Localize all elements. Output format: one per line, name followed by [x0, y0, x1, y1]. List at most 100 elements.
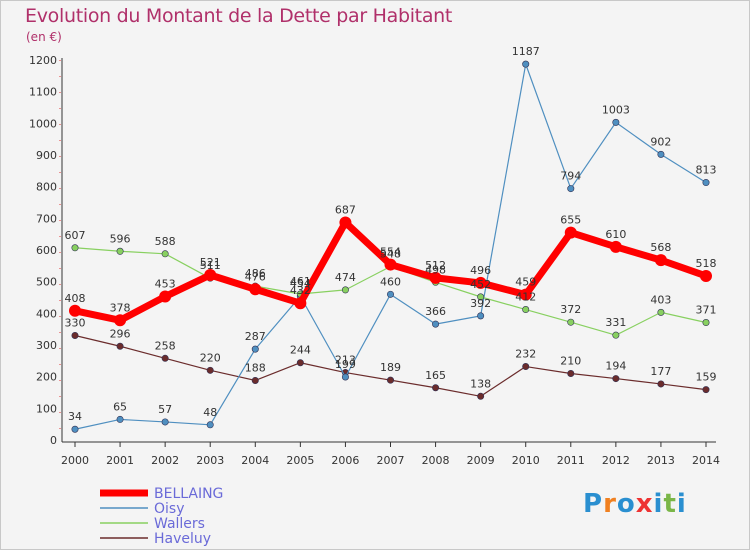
x-tick-label: 2007: [377, 454, 405, 467]
data-point-haveluy: [386, 376, 394, 384]
data-label-wallers: 372: [560, 303, 581, 316]
brand-letter: t: [663, 489, 677, 519]
x-tick-label: 2006: [331, 454, 359, 467]
data-point-oisy: [432, 320, 440, 328]
series-layer: [69, 60, 712, 433]
data-point-bellaing: [654, 254, 667, 267]
x-tick-label: 2002: [151, 454, 179, 467]
data-label-wallers: 412: [515, 291, 536, 304]
data-label-wallers: 331: [605, 316, 626, 329]
data-point-oisy: [702, 179, 710, 187]
x-tick-label: 2003: [196, 454, 224, 467]
data-label-oisy: 199: [335, 358, 356, 371]
x-tick-label: 2004: [241, 454, 269, 467]
data-point-haveluy: [251, 376, 259, 384]
data-point-wallers: [116, 247, 124, 255]
data-point-bellaing: [294, 297, 307, 310]
chart-title: Evolution du Montant de la Dette par Hab…: [25, 5, 453, 27]
data-label-bellaing: 378: [110, 301, 131, 314]
data-point-bellaing: [519, 288, 532, 301]
data-point-oisy: [251, 345, 259, 353]
data-label-haveluy: 177: [650, 365, 671, 378]
data-label-oisy: 454: [290, 277, 311, 290]
data-label-bellaing: 521: [200, 256, 221, 269]
data-label-oisy: 794: [560, 170, 581, 183]
data-point-bellaing: [69, 304, 81, 317]
data-point-haveluy: [657, 380, 665, 388]
y-tick-label: 700: [36, 212, 57, 225]
data-point-wallers: [161, 250, 169, 258]
data-point-bellaing: [474, 276, 487, 289]
data-point-wallers: [657, 308, 665, 316]
data-label-haveluy: 244: [290, 344, 311, 357]
x-tick-label: 2000: [61, 454, 89, 467]
data-label-oisy: 65: [113, 400, 127, 413]
data-label-bellaing: 408: [65, 292, 86, 305]
data-point-wallers: [567, 318, 575, 326]
legend-label-bellaing: BELLAING: [154, 486, 223, 502]
y-tick-label: 200: [36, 371, 57, 384]
data-label-wallers: 371: [696, 304, 717, 317]
data-label-haveluy: 330: [65, 317, 86, 330]
data-label-bellaing: 459: [515, 276, 536, 289]
data-label-haveluy: 165: [425, 369, 446, 382]
y-tick-label: 0: [50, 434, 57, 447]
x-tick-label: 2005: [286, 454, 314, 467]
data-label-oisy: 34: [68, 410, 82, 423]
data-label-haveluy: 210: [560, 355, 581, 368]
data-label-bellaing: 655: [560, 214, 581, 227]
x-tick-label: 2001: [106, 454, 134, 467]
x-tick-label: 2009: [467, 454, 495, 467]
data-label-oisy: 392: [470, 297, 491, 310]
data-point-haveluy: [702, 386, 710, 394]
data-label-bellaing: 687: [335, 203, 356, 216]
x-tick-label: 2013: [647, 454, 675, 467]
data-label-wallers: 452: [470, 278, 491, 291]
brand-letter: i: [653, 489, 664, 519]
data-point-oisy: [341, 373, 349, 381]
data-label-wallers: 403: [650, 293, 671, 306]
data-point-oisy: [161, 418, 169, 426]
data-label-wallers: 486: [245, 267, 266, 280]
brand-letter: o: [616, 489, 636, 519]
data-point-wallers: [71, 244, 79, 252]
data-point-bellaing: [384, 258, 397, 271]
data-point-haveluy: [522, 363, 530, 371]
data-label-haveluy: 258: [155, 339, 176, 352]
data-label-oisy: 1187: [512, 45, 540, 58]
data-label-bellaing: 476: [245, 270, 266, 283]
data-label-haveluy: 194: [605, 360, 626, 373]
data-point-oisy: [477, 312, 485, 320]
x-tick-label: 2008: [422, 454, 450, 467]
x-tick-label: 2014: [692, 454, 720, 467]
data-label-haveluy: 159: [696, 371, 717, 384]
data-point-oisy: [522, 60, 530, 68]
data-point-wallers: [702, 319, 710, 327]
legend-label-haveluy: Haveluy: [154, 531, 211, 547]
data-point-wallers: [341, 286, 349, 294]
data-label-bellaing: 568: [650, 241, 671, 254]
data-point-haveluy: [296, 359, 304, 367]
data-point-haveluy: [206, 366, 214, 374]
data-point-haveluy: [567, 369, 575, 377]
data-point-haveluy: [477, 392, 485, 400]
brand-letter: i: [676, 489, 687, 519]
data-point-wallers: [477, 293, 485, 301]
data-label-oisy: 48: [203, 406, 217, 419]
x-tick-label: 2011: [557, 454, 585, 467]
data-point-oisy: [206, 421, 214, 429]
data-label-oisy: 287: [245, 330, 266, 343]
legend-label-oisy: Oisy: [154, 501, 185, 517]
data-label-haveluy: 189: [380, 361, 401, 374]
data-label-haveluy: 138: [470, 377, 491, 390]
data-point-haveluy: [161, 354, 169, 362]
data-label-bellaing: 518: [696, 257, 717, 270]
data-label-haveluy: 188: [245, 361, 266, 374]
x-tick-label: 2012: [602, 454, 630, 467]
data-label-bellaing: 610: [605, 228, 626, 241]
data-point-haveluy: [432, 384, 440, 392]
data-label-haveluy: 296: [110, 327, 131, 340]
y-tick-label: 100: [36, 402, 57, 415]
data-point-bellaing: [700, 269, 712, 282]
